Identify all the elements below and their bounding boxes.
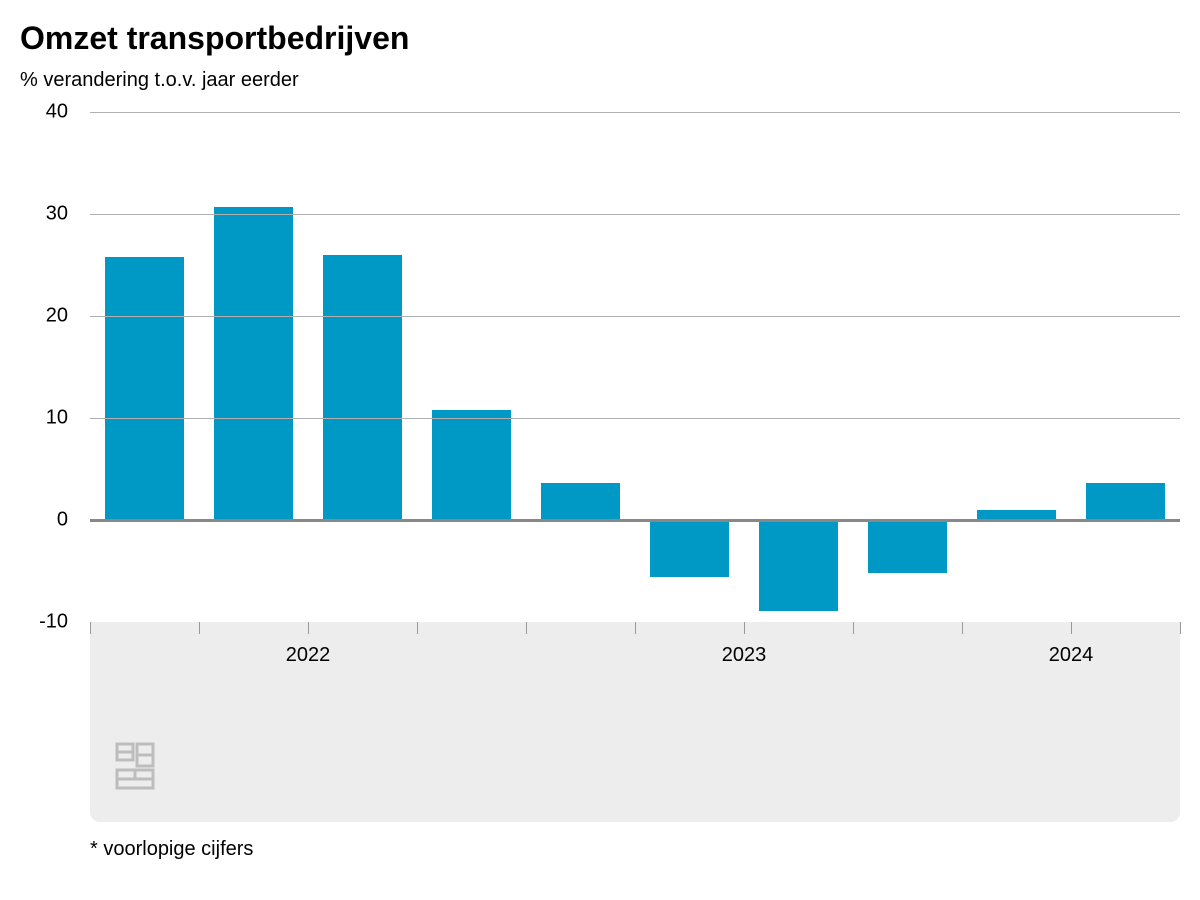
bar xyxy=(868,520,946,573)
cbs-logo-icon xyxy=(115,742,157,797)
chart-title: Omzet transportbedrijven xyxy=(20,20,1180,57)
x-tick-mark xyxy=(199,622,200,634)
plot-area xyxy=(90,112,1180,622)
x-year-label: 2022 xyxy=(286,644,331,667)
x-tick-mark xyxy=(744,622,745,634)
gridline xyxy=(90,214,1180,215)
x-tick-mark xyxy=(853,622,854,634)
chart-subtitle: % verandering t.o.v. jaar eerder xyxy=(20,69,1180,92)
x-tick-mark xyxy=(526,622,527,634)
bar xyxy=(650,520,728,577)
x-tick-mark xyxy=(90,622,91,634)
x-tick-mark xyxy=(635,622,636,634)
chart-area: -10010203040 xyxy=(20,112,1180,622)
bar xyxy=(105,257,183,520)
x-axis: 2022 2023 2024 xyxy=(90,622,1180,822)
y-axis: -10010203040 xyxy=(20,112,80,622)
bar xyxy=(323,255,401,520)
x-tick-mark xyxy=(1180,622,1181,634)
y-tick-label: 10 xyxy=(46,407,68,430)
x-tick-mark xyxy=(962,622,963,634)
gridline xyxy=(90,316,1180,317)
y-tick-label: 30 xyxy=(46,203,68,226)
zero-gridline xyxy=(90,519,1180,522)
y-tick-label: -10 xyxy=(39,611,68,634)
bar xyxy=(214,207,292,520)
x-year-label: 2024 xyxy=(1049,644,1094,667)
chart-footnote: * voorlopige cijfers xyxy=(90,838,1180,861)
bar xyxy=(1086,483,1164,520)
x-tick-mark xyxy=(417,622,418,634)
bar xyxy=(432,410,510,520)
x-tick-mark xyxy=(1071,622,1072,634)
bar xyxy=(759,520,837,611)
bars-layer xyxy=(90,112,1180,622)
y-tick-label: 0 xyxy=(57,509,68,532)
x-tick-mark xyxy=(308,622,309,634)
gridline xyxy=(90,112,1180,113)
y-tick-label: 40 xyxy=(46,101,68,124)
gridline xyxy=(90,418,1180,419)
bar xyxy=(541,483,619,520)
x-year-label: 2023 xyxy=(722,644,767,667)
y-tick-label: 20 xyxy=(46,305,68,328)
